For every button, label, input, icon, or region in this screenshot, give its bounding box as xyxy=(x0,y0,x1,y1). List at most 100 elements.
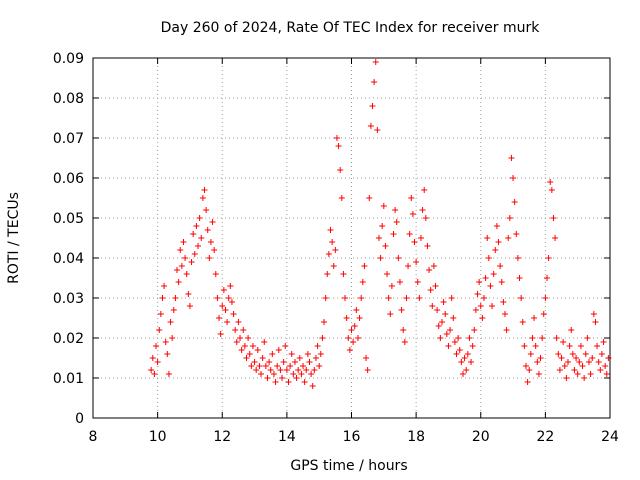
data-point xyxy=(172,295,179,301)
data-point xyxy=(471,327,478,333)
data-point xyxy=(149,355,156,361)
data-point xyxy=(401,339,408,345)
x-tick-label: 20 xyxy=(472,429,490,445)
data-point xyxy=(287,363,294,369)
data-point xyxy=(453,351,460,357)
data-point xyxy=(526,367,533,373)
data-point xyxy=(442,311,449,317)
data-point xyxy=(521,343,528,349)
data-point xyxy=(342,295,349,301)
y-tick-label: 0.03 xyxy=(53,291,84,307)
data-point xyxy=(321,319,328,325)
data-point xyxy=(587,371,594,377)
data-point xyxy=(345,335,352,341)
y-tick-label: 0 xyxy=(75,411,84,427)
data-point xyxy=(248,363,255,369)
data-point xyxy=(527,351,534,357)
data-point xyxy=(479,315,486,321)
data-point xyxy=(157,311,164,317)
data-point xyxy=(447,327,454,333)
data-point xyxy=(337,167,344,173)
data-point xyxy=(350,339,357,345)
data-point xyxy=(319,335,326,341)
data-point xyxy=(256,363,263,369)
data-point xyxy=(366,195,373,201)
data-point xyxy=(547,179,554,185)
data-point xyxy=(254,347,261,353)
data-point xyxy=(186,303,193,309)
y-tick-label: 0.08 xyxy=(53,91,84,107)
data-point xyxy=(156,327,163,333)
data-point xyxy=(392,207,399,213)
data-point xyxy=(603,371,610,377)
data-point xyxy=(301,379,308,385)
data-point xyxy=(327,227,334,233)
data-point xyxy=(332,247,339,253)
data-point xyxy=(552,235,559,241)
data-point xyxy=(237,335,244,341)
data-point xyxy=(493,223,500,229)
data-point xyxy=(324,271,331,277)
data-point xyxy=(363,355,370,361)
data-point xyxy=(573,355,580,361)
x-tick-label: 12 xyxy=(213,429,231,445)
data-point xyxy=(448,295,455,301)
data-point xyxy=(312,355,319,361)
data-point xyxy=(510,175,517,181)
data-point xyxy=(513,231,520,237)
data-point xyxy=(358,295,365,301)
data-point xyxy=(427,287,434,293)
data-point xyxy=(472,307,479,313)
data-point xyxy=(253,367,260,373)
data-point xyxy=(600,339,607,345)
data-point xyxy=(385,295,392,301)
data-point xyxy=(212,271,219,277)
x-tick-label: 14 xyxy=(278,429,296,445)
y-tick-label: 0.04 xyxy=(53,251,84,267)
data-point xyxy=(508,155,515,161)
data-point xyxy=(367,123,374,129)
data-point xyxy=(531,315,538,321)
data-point xyxy=(497,263,504,269)
data-point xyxy=(595,359,602,365)
data-point xyxy=(303,367,310,373)
data-point xyxy=(348,327,355,333)
data-point xyxy=(333,135,340,141)
data-point xyxy=(159,295,166,301)
data-point xyxy=(241,343,248,349)
data-point xyxy=(398,307,405,313)
data-point xyxy=(216,315,223,321)
data-point xyxy=(275,347,282,353)
data-point xyxy=(422,215,429,221)
data-point xyxy=(228,299,235,305)
plot-frame xyxy=(92,57,611,419)
data-point xyxy=(359,279,366,285)
data-point xyxy=(560,339,567,345)
data-point xyxy=(495,239,502,245)
data-point xyxy=(501,311,508,317)
data-point xyxy=(219,303,226,309)
data-point xyxy=(295,367,302,373)
data-point xyxy=(293,375,300,381)
data-point xyxy=(153,343,160,349)
data-point xyxy=(361,263,368,269)
data-point xyxy=(178,263,185,269)
data-point xyxy=(261,339,268,345)
data-point xyxy=(232,327,239,333)
y-tick-label: 0.06 xyxy=(53,171,84,187)
data-point xyxy=(277,367,284,373)
y-tick-label: 0.09 xyxy=(53,51,84,67)
data-point xyxy=(246,351,253,357)
data-point xyxy=(482,275,489,281)
data-point xyxy=(411,239,418,245)
data-point xyxy=(464,351,471,357)
data-point xyxy=(518,295,525,301)
data-point xyxy=(353,307,360,313)
data-point xyxy=(225,295,232,301)
data-point xyxy=(222,307,229,313)
data-point xyxy=(568,327,575,333)
data-point xyxy=(500,299,507,305)
data-point xyxy=(543,275,550,281)
data-point xyxy=(201,187,208,193)
grid xyxy=(92,57,611,419)
